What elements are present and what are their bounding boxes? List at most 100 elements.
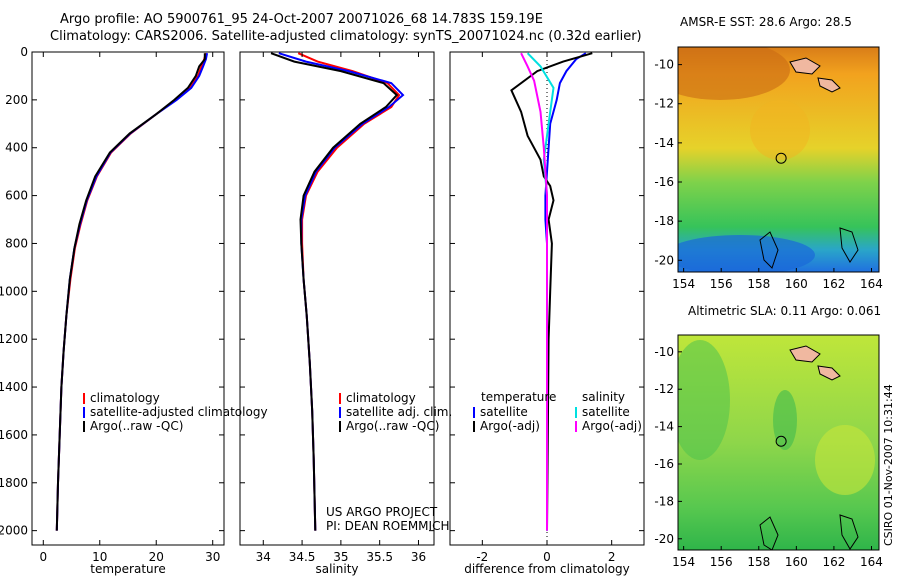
sst-cool-patch (678, 235, 815, 272)
series-line-2-3 (520, 52, 548, 531)
y-tick-label: 200 (5, 93, 28, 107)
argo-location-marker-sla (775, 435, 787, 447)
y-tick-label: 1200 (0, 332, 28, 346)
legend-diff-sal-satellite: satellite (582, 405, 630, 419)
series-line-0-1 (55, 53, 209, 531)
series-line-1-2 (270, 52, 399, 531)
legend-sal-climatology: climatology (346, 391, 416, 405)
x-tick-label: 34 (256, 550, 271, 564)
x-tick-label: 0 (39, 550, 47, 564)
x-tick-label: 10 (92, 550, 107, 564)
series-line-0-0 (55, 52, 207, 531)
island-makira-sla (817, 365, 841, 381)
series-line-2-1 (510, 52, 593, 531)
series-line-1-1 (278, 52, 405, 531)
coast-reef-sla (759, 516, 779, 550)
legend-sal-argo: Argo(..raw -QC) (346, 419, 439, 433)
coast-vanuatu-sla (839, 514, 859, 550)
y-tick-label: 400 (5, 141, 28, 155)
y-tick-label: 600 (5, 189, 28, 203)
map-x-tick-label: 156 (710, 555, 733, 569)
map-y-tick-label: -18 (654, 214, 674, 228)
x-tick-label: 35.5 (366, 550, 393, 564)
map-y-tick-label: -16 (654, 457, 674, 471)
x-axis-label-salinity: salinity (315, 562, 359, 576)
island-makira (817, 77, 841, 93)
coast-reef (759, 231, 779, 269)
sst-warm-eddy (750, 100, 810, 160)
map-y-tick-label: -12 (654, 97, 674, 111)
island-guadalcanal (789, 57, 821, 75)
island-guadalcanal-sla (789, 345, 821, 363)
x-tick-label: 2 (608, 550, 616, 564)
map-y-tick-label: -10 (654, 58, 674, 72)
legend-diff-temp-satellite: satellite (480, 405, 528, 419)
series-line-0-2 (55, 53, 206, 531)
map-y-tick-label: -14 (654, 420, 674, 434)
x-tick-label: 30 (205, 550, 220, 564)
argo-location-marker (775, 152, 787, 164)
sla-map-frame (677, 334, 880, 551)
legend-diff-temperature-heading: temperature (481, 390, 556, 404)
map-x-tick-label: 158 (747, 277, 770, 291)
map-x-tick-label: 156 (710, 277, 733, 291)
y-tick-label: 2000 (0, 524, 28, 538)
plot-area-salinity: 34 34.5 35 35.5 36 (239, 51, 435, 564)
map-x-tick-label: 164 (860, 277, 883, 291)
sst-map: 154 156 158 160 162 164 -10 -12 -14 -16 -18 -20 (654, 46, 883, 291)
map-x-tick-label: 160 (785, 555, 808, 569)
map-y-tick-label: -20 (654, 253, 674, 267)
map-x-tick-label: 154 (672, 277, 695, 291)
plot-area-difference: -2 0 2 (449, 51, 645, 564)
map-y-tick-label: -12 (654, 382, 674, 396)
legend-diff-temp-argo: Argo(-adj) (480, 419, 540, 433)
axes-frame-temperature (31, 51, 225, 546)
pi-label: PI: DEAN ROEMMICH (326, 519, 450, 533)
y-tick-label: 1000 (0, 284, 28, 298)
x-tick-label: 36 (411, 550, 426, 564)
sla-low-west (678, 340, 730, 460)
sla-map-title: Altimetric SLA: 0.11 Argo: 0.061 (688, 304, 882, 318)
legend-temp-argo: Argo(..raw -QC) (90, 419, 183, 433)
sla-low-center (773, 390, 797, 450)
map-x-tick-label: 158 (747, 555, 770, 569)
plot-area-temperature: 0 10 20 30 0 200 400 600 800 1000 1200 1400 1600 1800… (0, 45, 225, 564)
y-tick-label: 1800 (0, 476, 28, 490)
legend-diff-salinity-heading: salinity (582, 390, 625, 404)
figure-title-line1: Argo profile: AO 5900761_95 24-Oct-2007 … (60, 12, 543, 27)
x-tick-label: -2 (476, 550, 488, 564)
x-tick-label: 0 (543, 550, 551, 564)
x-axis-label-temperature: temperature (90, 562, 166, 576)
map-y-tick-label: -10 (654, 345, 674, 359)
x-tick-label: 20 (149, 550, 164, 564)
series-line-2-0 (544, 52, 587, 531)
legend-temp-climatology: climatology (90, 391, 160, 405)
map-x-tick-label: 164 (860, 555, 883, 569)
map-x-tick-label: 160 (785, 277, 808, 291)
x-axis-label-difference: difference from climatology (464, 562, 630, 576)
x-tick-label: 34.5 (289, 550, 316, 564)
sst-warm-patch (678, 47, 790, 100)
legend-diff-sal-argo: Argo(-adj) (582, 419, 642, 433)
map-y-tick-label: -16 (654, 175, 674, 189)
y-tick-label: 1400 (0, 380, 28, 394)
map-x-tick-label: 154 (672, 555, 695, 569)
map-y-tick-label: -18 (654, 494, 674, 508)
sla-map: 154 156 158 160 162 164 -10 -12 -14 -16 -18 -20 (654, 334, 883, 569)
figure-title-line2: Climatology: CARS2006. Satellite-adjuste… (50, 29, 642, 44)
sst-map-title: AMSR-E SST: 28.6 Argo: 28.5 (680, 15, 852, 29)
x-tick-label: 35 (333, 550, 348, 564)
sla-high-east (815, 425, 875, 495)
axes-frame-salinity (239, 51, 435, 546)
coast-vanuatu (839, 227, 859, 263)
y-tick-label: 1600 (0, 428, 28, 442)
map-y-tick-label: -20 (654, 532, 674, 546)
y-tick-label: 0 (20, 45, 28, 59)
map-x-tick-label: 162 (822, 555, 845, 569)
project-label: US ARGO PROJECT (326, 505, 438, 519)
sst-map-frame (677, 46, 880, 273)
legend-sal-satellite: satellite adj. clim. (346, 405, 452, 419)
map-y-tick-label: -14 (654, 136, 674, 150)
map-x-tick-label: 162 (822, 277, 845, 291)
